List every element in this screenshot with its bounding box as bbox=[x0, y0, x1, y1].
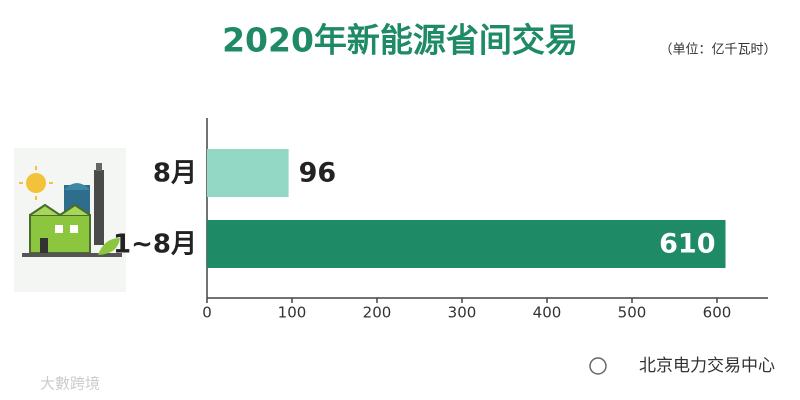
value-label: 610 bbox=[659, 229, 715, 260]
bar bbox=[207, 220, 726, 268]
x-tick-label: 0 bbox=[202, 304, 212, 322]
bar bbox=[207, 149, 289, 197]
x-tick-label: 600 bbox=[703, 304, 732, 322]
chart-title: 2020年新能源省间交易 bbox=[222, 21, 578, 60]
value-label: 96 bbox=[299, 158, 337, 189]
x-tick-label: 200 bbox=[363, 304, 392, 322]
factory-icon bbox=[14, 148, 126, 292]
watermark: 北京电力交易中心 bbox=[639, 356, 775, 376]
x-tick-label: 500 bbox=[618, 304, 647, 322]
watermark-icon bbox=[589, 357, 607, 375]
y-tick-label: 8月 bbox=[153, 159, 197, 189]
x-tick-label: 100 bbox=[278, 304, 307, 322]
x-tick-label: 400 bbox=[533, 304, 562, 322]
watermark: 大數跨境 bbox=[40, 375, 100, 393]
unit-label: （单位：亿千瓦时） bbox=[659, 43, 776, 58]
y-tick-label: 1~8月 bbox=[113, 230, 197, 260]
x-tick-label: 300 bbox=[448, 304, 477, 322]
